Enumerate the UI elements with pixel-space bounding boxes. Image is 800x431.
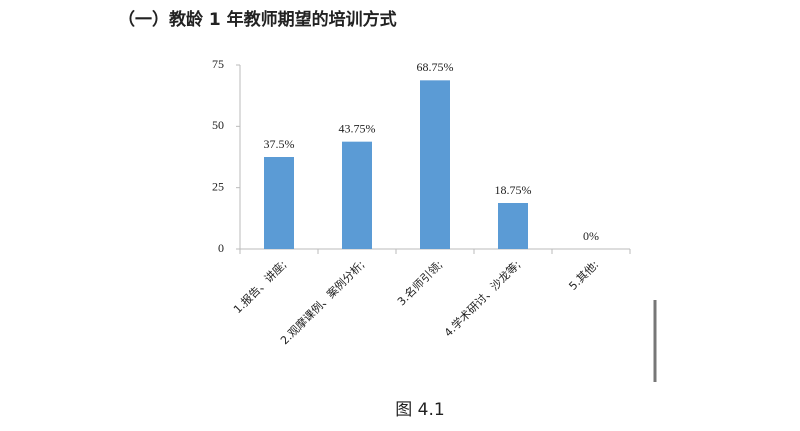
bar <box>498 203 528 249</box>
x-tick-label: 3.名师引领; <box>394 257 445 308</box>
y-tick-label: 0 <box>218 241 224 255</box>
value-label: 43.75% <box>339 121 376 135</box>
caption: 图 4.1 <box>395 400 444 420</box>
value-label: 37.5% <box>264 137 295 151</box>
value-label: 0% <box>583 229 599 243</box>
y-tick-label: 75 <box>212 57 224 71</box>
value-label: 68.75% <box>417 60 454 74</box>
y-tick-label: 25 <box>212 179 224 193</box>
x-tick-label: 1.报告、讲座; <box>230 257 289 316</box>
y-tick-label: 50 <box>212 118 224 132</box>
bar <box>264 157 294 249</box>
bar <box>342 141 372 249</box>
x-tick-label: 5.其他: <box>566 258 601 293</box>
bar <box>420 80 450 249</box>
x-tick-label: 4.学术研讨、沙龙等; <box>441 257 523 339</box>
x-tick-label: 2.观摩课例、案例分析; <box>277 257 367 347</box>
value-label: 18.75% <box>495 183 532 197</box>
heading: （一）教龄 1 年教师期望的培训方式 <box>118 9 397 30</box>
